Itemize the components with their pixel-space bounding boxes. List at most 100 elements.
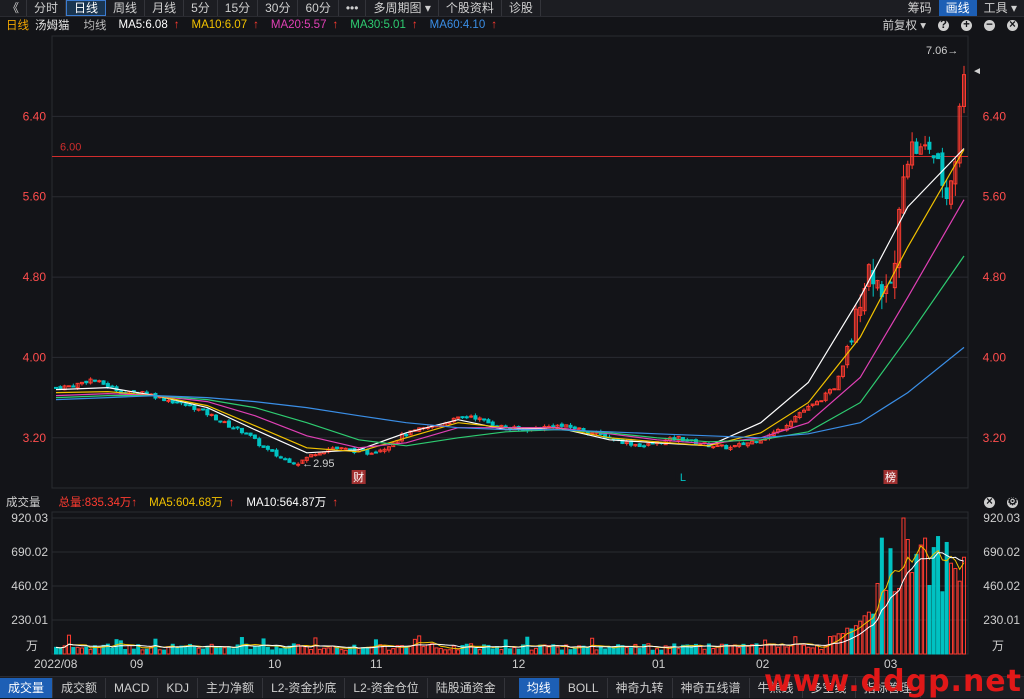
tab-indicator-manage[interactable]: 指标管理 (856, 677, 921, 698)
zoom-out-icon[interactable]: − (984, 19, 995, 31)
back-icon[interactable]: 《 (0, 0, 28, 16)
volume-bar (754, 643, 759, 655)
volume-bar (205, 645, 210, 655)
candle-body (265, 445, 270, 450)
price-tick-label-left: 4.80 (23, 270, 47, 284)
volume-bar (391, 648, 396, 655)
volume-bar (659, 649, 664, 655)
volume-bar (780, 643, 785, 655)
tab-bull-bear[interactable]: 牛熊线 (750, 677, 803, 698)
tab-main-net[interactable]: 主力净额 (198, 677, 264, 698)
tab-td9[interactable]: 神奇九转 (608, 677, 673, 698)
kline-chart[interactable]: 6.40 6.40 5.60 5.60 4.80 4.80 4.00 4.00 3.20 3.20… (0, 0, 1024, 676)
volume-bar (879, 537, 884, 655)
tab-macd[interactable]: MACD (106, 677, 159, 698)
tab-l2-bottom[interactable]: L2-资金抄底 (263, 677, 346, 698)
ma-line-ma20 (55, 199, 965, 449)
candle-body (953, 161, 958, 185)
low-price-label: ←2.95 (302, 458, 334, 470)
candle-body (274, 449, 279, 457)
volume-bar (616, 644, 621, 655)
volume-bar (425, 644, 430, 655)
more-periods-button[interactable]: ••• (339, 0, 367, 16)
multi-period-dropdown[interactable]: 多周期图 ▾ (366, 0, 439, 16)
settings-icon[interactable]: ⚙ (1007, 495, 1018, 508)
volume-bar (473, 648, 478, 655)
tab-minute[interactable]: 分时 (27, 0, 67, 16)
volume-bar (296, 644, 301, 655)
volume-bar (101, 644, 106, 655)
tab-60min[interactable]: 60分 (298, 0, 339, 16)
tab-turnover[interactable]: 成交额 (53, 677, 107, 698)
candle-body (188, 404, 193, 407)
volume-bar (650, 649, 655, 655)
candle-body (637, 443, 642, 448)
ma5-value: MA5:6.08 ↑ (118, 19, 180, 31)
volume-bar (629, 647, 634, 655)
volume-bar (819, 649, 824, 655)
candle-body (936, 153, 941, 160)
candle-body (79, 381, 84, 385)
candle-body (209, 413, 214, 417)
candle-body (923, 144, 928, 147)
candle-body (53, 386, 59, 389)
tab-five-lines[interactable]: 神奇五线谱 (673, 677, 750, 698)
volume-bar (127, 645, 132, 655)
tab-kdj[interactable]: KDJ (158, 677, 199, 698)
diagnose-button[interactable]: 诊股 (502, 0, 541, 16)
close-icon[interactable]: × (984, 496, 995, 508)
candle-body (789, 421, 794, 427)
tab-boll[interactable]: BOLL (560, 677, 608, 698)
candle-body (473, 415, 478, 420)
stock-info-button[interactable]: 个股资料 (439, 0, 502, 16)
indicator-tabbar: 成交量 成交额 MACD KDJ 主力净额 L2-资金抄底 L2-资金仓位 陆股… (0, 676, 1024, 698)
help-icon[interactable]: ? (938, 18, 949, 31)
ma60-value: MA60:4.10 ↑ (429, 19, 497, 31)
volume-bar (866, 611, 871, 655)
volume-panel-frame (51, 511, 969, 655)
volume-bar (196, 647, 201, 655)
volume-bar (598, 646, 603, 655)
volume-bar (936, 536, 941, 655)
tab-long-short[interactable]: 多空线 (803, 677, 856, 698)
high-price-label: 7.06→ (926, 45, 958, 57)
candle-body (235, 426, 240, 429)
zoom-in-icon[interactable]: + (961, 19, 972, 31)
volume-bar (469, 643, 474, 655)
candle-body (58, 386, 63, 390)
volume-bar (84, 646, 89, 655)
tab-5min[interactable]: 5分 (184, 0, 218, 16)
volume-bar (862, 615, 867, 655)
volume-bar (797, 643, 802, 655)
ma20-value: MA20:5.57 ↑ (270, 19, 339, 31)
tab-15min[interactable]: 15分 (218, 0, 259, 16)
tab-hk-connect[interactable]: 陆股通资金 (428, 677, 505, 698)
volume-bar (953, 568, 958, 655)
tab-volume[interactable]: 成交量 (0, 677, 54, 698)
candle-body (283, 458, 288, 461)
chips-button[interactable]: 筹码 (907, 1, 932, 15)
tools-dropdown[interactable]: 工具 ▾ (977, 0, 1024, 16)
tab-monthly[interactable]: 月线 (145, 0, 185, 16)
volume-bar (585, 646, 590, 655)
close-icon[interactable]: × (1007, 19, 1018, 31)
volume-bar (555, 646, 560, 655)
volume-bar (317, 648, 322, 655)
tab-30min[interactable]: 30分 (258, 0, 299, 16)
tab-weekly[interactable]: 周线 (106, 0, 146, 16)
tab-ma[interactable]: 均线 (518, 677, 560, 698)
volume-bar (923, 537, 928, 655)
draw-line-button[interactable]: 画线 (938, 0, 977, 16)
adjust-dropdown[interactable]: 前复权 ▾ (882, 20, 926, 32)
volume-tick-label-right: 920.03 (983, 511, 1020, 525)
candle-body (577, 427, 582, 430)
tab-l2-position[interactable]: L2-资金仓位 (345, 677, 428, 698)
tab-daily[interactable]: 日线 (66, 0, 107, 16)
price-legend: 日线 汤姆猫 均线 MA5:6.08 ↑ MA10:6.07 ↑ MA20:5.57… (0, 17, 1024, 33)
stock-name: 汤姆猫 (35, 20, 70, 32)
x-tick-label: 2022/08 (34, 657, 78, 671)
ma-group-label[interactable]: 均线 (83, 20, 107, 32)
candle-body (408, 430, 413, 436)
volume-tick-label-left: 920.03 (11, 511, 48, 525)
candle-body (278, 456, 283, 459)
